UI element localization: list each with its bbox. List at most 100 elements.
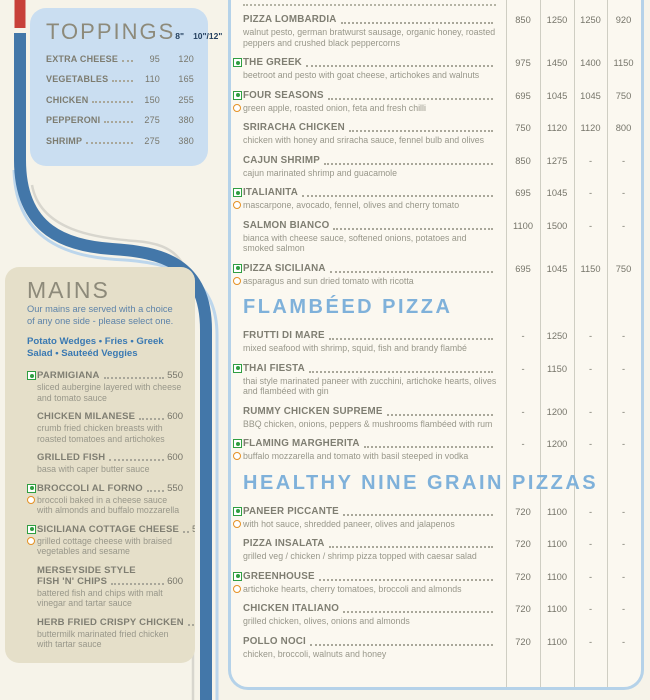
pizza-description: asparagus and sun dried tomato with rico… [233, 276, 499, 287]
price-col-3: - [588, 539, 593, 549]
pizza-description-text: BBQ chicken, onions, peppers & mushrooms… [243, 418, 493, 429]
pizza-name: PIZZA SICILIANA [243, 262, 326, 274]
menu-row: FOUR SEASONS green apple, roasted onion,… [231, 90, 641, 114]
mains-item-name: GRILLED FISH [37, 452, 106, 463]
pizza-description: thai style marinated paneer with zucchin… [243, 376, 499, 397]
price-col-1: 850 [515, 155, 531, 166]
pizza-name-row: SALMON BIANCO [243, 220, 496, 232]
pizza-name: POLLO NOCI [243, 635, 306, 647]
pizza-item: GREENHOUSE artichoke hearts, cherry toma… [231, 571, 641, 595]
price-col-1: 720 [515, 604, 531, 614]
price-col-3: - [588, 439, 593, 449]
pizza-name: FOUR SEASONS [243, 89, 324, 101]
menu-row: FLAMING MARGHERITA buffalo mozzarella an… [231, 438, 641, 462]
pizza-name: CHICKEN ITALIANO [243, 603, 340, 614]
price-col-3: 1120 [580, 123, 601, 133]
dotted-leader [323, 162, 493, 165]
veg-icon [233, 263, 242, 273]
menu-row: FRUTTI DI MARE mixed seafood with shrimp… [231, 330, 641, 354]
price-col-4: - [621, 331, 626, 341]
menu-row: ITALIANITA mascarpone, avocado, fennel, … [231, 187, 641, 211]
dotted-leader [329, 270, 493, 273]
swoosh-light-echo [12, 169, 219, 700]
pizza-description-text: mascarpone, avocado, fennel, olives and … [243, 200, 460, 210]
menu-row: HEALTHY NINE GRAIN PIZZAS [231, 472, 641, 495]
topping-name: PEPPERONI [46, 115, 101, 125]
size-col-10-12: 10"/12" [193, 31, 223, 41]
dotted-leader [386, 413, 493, 416]
mains-item-name-row: GRILLED FISH 600 [37, 452, 183, 463]
price-col-1: 1100 [513, 220, 533, 231]
price-col-1: - [521, 406, 525, 417]
pizza-description: cajun marinated shrimp and guacamole [243, 168, 499, 179]
price-column-divider [574, 0, 575, 687]
dotted-leader [139, 418, 165, 420]
topping-row: VEGETABLES 110 165 [46, 74, 194, 84]
toppings-title: TOPPINGS [46, 19, 176, 44]
veg-icon [233, 58, 242, 67]
price-column-divider [540, 0, 541, 687]
veg-icon [233, 506, 242, 516]
price-col-4: 750 [615, 263, 632, 274]
mains-item-description-text: basa with caper butter sauce [37, 464, 150, 474]
toppings-card: TOPPINGS 8" 10"/12" EXTRA CHEESE 95 120 … [30, 8, 222, 166]
price-col-2: 1100 [547, 604, 567, 614]
mains-item-name: PARMIGIANA [37, 370, 100, 381]
dotted-leader [86, 141, 133, 144]
pizza-name: CAJUN SHRIMP [243, 154, 320, 166]
mains-item-name-row: BROCCOLI AL FORNO 550 [27, 483, 183, 494]
price-col-3: - [588, 331, 593, 341]
topping-name: VEGETABLES [46, 74, 109, 84]
price-col-2: 1100 [547, 571, 567, 582]
pizza-item: FLAMING MARGHERITA buffalo mozzarella an… [231, 438, 641, 462]
price-col-4: - [621, 363, 626, 374]
pizza-name-row: CAJUN SHRIMP [243, 155, 496, 167]
mains-item: BROCCOLI AL FORNO 550 broccoli baked in … [27, 483, 183, 516]
mains-item-name-row: HERB FRIED CRISPY CHICKEN 600 [37, 617, 194, 628]
price-col-4: - [621, 188, 626, 198]
mains-item-price: 600 [167, 411, 183, 422]
swoosh-main-line [14, 33, 212, 700]
pizza-item: PIZZA SICILIANA asparagus and sun dried … [231, 263, 641, 287]
dotted-leader [122, 59, 133, 62]
egg-icon [233, 201, 241, 209]
menu-row: CHICKEN ITALIANO grilled chicken, olives… [231, 603, 641, 627]
mains-card: MAINS Our mains are served with a choice… [5, 267, 195, 663]
dotted-leader [348, 130, 493, 132]
pizza-name: RUMMY CHICKEN SUPREME [243, 405, 383, 417]
pizza-description-text: artichoke hearts, cherry tomatoes, brocc… [243, 583, 462, 594]
price-col-2: 1275 [546, 155, 568, 166]
pizza-description-text: with hot sauce, shredded paneer, olives … [243, 518, 455, 529]
mains-item-description: grilled cottage cheese with braised vege… [27, 536, 183, 557]
pizza-item: ITALIANITA mascarpone, avocado, fennel, … [231, 187, 641, 211]
pizza-item: SRIRACHA CHICKEN chicken with honey and … [231, 122, 641, 146]
dotted-leader [328, 338, 493, 340]
pizza-name-row: FOUR SEASONS [233, 89, 496, 102]
egg-icon [27, 536, 35, 545]
egg-icon [233, 519, 241, 528]
menu-row: FLAMBÉED PIZZA [231, 296, 641, 319]
mains-item-price: 550 [167, 370, 183, 381]
pizza-name-row: FLAMING MARGHERITA [233, 438, 496, 450]
dotted-leader [187, 623, 194, 626]
price-col-3: - [588, 506, 593, 517]
mains-item-name-row: SICILIANA COTTAGE CHEESE 550 [27, 524, 195, 535]
price-col-3: - [588, 604, 593, 614]
price-col-2: 1250 [546, 15, 568, 25]
dotted-leader [308, 370, 493, 373]
mains-item-description-text: battered fish and chips with malt vinega… [37, 587, 163, 609]
pizza-item: PIZZA LOMBARDIA walnut pesto, german bra… [231, 14, 641, 48]
menu-row: PIZZA SICILIANA asparagus and sun dried … [231, 263, 641, 287]
mains-item-description: crumb fried chicken breasts with roasted… [37, 423, 183, 444]
price-col-2: 1045 [546, 90, 568, 101]
mains-item: PARMIGIANA 550 sliced aubergine layered … [27, 370, 183, 403]
menu-row: THAI FIESTA thai style marinated paneer … [231, 363, 641, 397]
veg-icon [233, 363, 242, 373]
red-tab [14, 0, 26, 28]
dotted-leader [301, 195, 493, 197]
dotted-leader [363, 446, 493, 448]
pizza-item: SALMON BIANCO bianca with cheese sauce, … [231, 220, 641, 254]
dotted-leader [342, 513, 493, 516]
mains-intro: Our mains are served with a choice of an… [27, 304, 174, 326]
menu-row: PIZZA INSALATA grilled veg / chicken / s… [231, 538, 641, 562]
